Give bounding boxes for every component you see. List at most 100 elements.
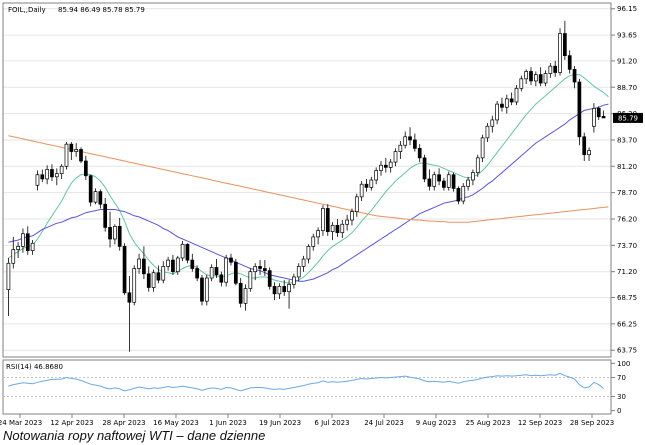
candle xyxy=(563,20,567,60)
candle xyxy=(229,253,233,266)
candle-body-down xyxy=(69,143,74,152)
candle xyxy=(316,227,320,245)
last-price-tag-background xyxy=(613,112,643,123)
candle-body-up xyxy=(350,211,354,221)
candle xyxy=(16,242,20,258)
candle xyxy=(64,142,69,170)
candle xyxy=(529,67,533,86)
candle xyxy=(200,274,204,306)
candle xyxy=(330,222,335,241)
rsi-panel-frame xyxy=(2,359,612,415)
candle-body-up xyxy=(175,257,180,273)
candlesticks xyxy=(6,20,606,352)
candle xyxy=(137,253,141,274)
candle-body-down xyxy=(451,174,456,189)
candle-body-down xyxy=(200,277,204,302)
candle xyxy=(21,228,25,253)
candle xyxy=(596,106,601,120)
candle-body-up xyxy=(30,242,35,251)
candle xyxy=(398,141,403,159)
candle-body-up xyxy=(311,236,316,247)
candle xyxy=(113,224,117,245)
candle xyxy=(238,278,243,308)
candle-body-up xyxy=(398,144,403,152)
price-tick-label: 96.15 xyxy=(617,5,637,13)
candle-body-down xyxy=(190,259,195,269)
candle-body-down xyxy=(214,267,219,276)
candle xyxy=(166,256,170,271)
candle-body-up xyxy=(296,266,301,278)
candle-body-down xyxy=(572,68,577,83)
date-tick-label: 28 Sep 2023 xyxy=(570,419,614,427)
candle-body-down xyxy=(437,174,441,182)
candle xyxy=(519,75,524,92)
candle xyxy=(359,181,364,202)
candle-body-down xyxy=(427,178,432,187)
candle-body-up xyxy=(132,268,137,303)
candle xyxy=(475,154,480,177)
chart-header: FOIL,,Daily 85.94 86.49 85.78 85.79 xyxy=(8,6,145,14)
rsi-tick-label: 30 xyxy=(617,393,626,401)
candle-body-down xyxy=(25,233,30,251)
candle xyxy=(45,165,49,185)
candle-body-up xyxy=(354,196,359,212)
candle xyxy=(417,144,422,163)
candle-body-down xyxy=(553,65,558,73)
candle-body-up xyxy=(495,103,499,121)
candle-body-up xyxy=(209,267,214,279)
candle xyxy=(54,168,59,186)
candle-body-down xyxy=(50,169,54,178)
rsi-grid xyxy=(3,377,611,397)
candle-body-up xyxy=(287,283,291,293)
candle xyxy=(500,97,504,112)
candle-body-down xyxy=(500,103,504,108)
candle-body-up xyxy=(374,170,379,181)
candle xyxy=(146,266,151,292)
candle-body-up xyxy=(151,272,156,288)
price-tick-label: 63.75 xyxy=(617,347,637,355)
candle xyxy=(592,103,596,133)
candle xyxy=(369,176,374,191)
candle xyxy=(461,183,466,205)
candle-body-up xyxy=(11,249,16,264)
price-tick-label: 66.25 xyxy=(617,320,637,328)
candle xyxy=(306,244,311,264)
candle-body-down xyxy=(383,164,388,168)
candle-body-down xyxy=(335,224,340,234)
candle xyxy=(103,197,108,232)
candle-body-down xyxy=(195,268,199,279)
price-tick-label: 83.70 xyxy=(617,136,637,144)
candle xyxy=(287,280,291,309)
rsi-tick-label: 100 xyxy=(617,360,630,368)
candle xyxy=(108,211,112,248)
date-tick-label: 28 Apr 2023 xyxy=(102,419,145,427)
candle-body-up xyxy=(59,165,64,175)
date-tick-label: 12 Apr 2023 xyxy=(50,419,93,427)
candle xyxy=(161,261,166,284)
ohlc-values: 85.94 86.49 85.78 85.79 xyxy=(58,6,145,14)
candle xyxy=(325,204,330,236)
candle xyxy=(253,263,258,281)
candle-body-down xyxy=(282,286,287,293)
candle-body-down xyxy=(596,107,601,118)
candle-body-up xyxy=(321,208,325,231)
candle xyxy=(485,123,490,143)
candle xyxy=(132,265,137,306)
candle xyxy=(582,132,587,162)
candle xyxy=(514,85,519,106)
candle-body-up xyxy=(471,172,475,181)
candle-body-down xyxy=(117,226,122,247)
candle-body-down xyxy=(567,55,572,70)
candle-body-up xyxy=(137,258,141,269)
candle-body-down xyxy=(325,208,330,232)
candle-body-down xyxy=(233,261,238,284)
candle xyxy=(79,147,83,164)
candle xyxy=(567,50,572,74)
candle-body-up xyxy=(543,73,548,84)
candle-body-up xyxy=(292,276,296,285)
candle xyxy=(30,240,35,255)
date-tick-label: 25 Aug 2023 xyxy=(466,419,511,427)
price-tick-label: 73.70 xyxy=(617,242,637,250)
candle xyxy=(374,167,379,185)
price-tick-label: 76.20 xyxy=(617,215,637,223)
